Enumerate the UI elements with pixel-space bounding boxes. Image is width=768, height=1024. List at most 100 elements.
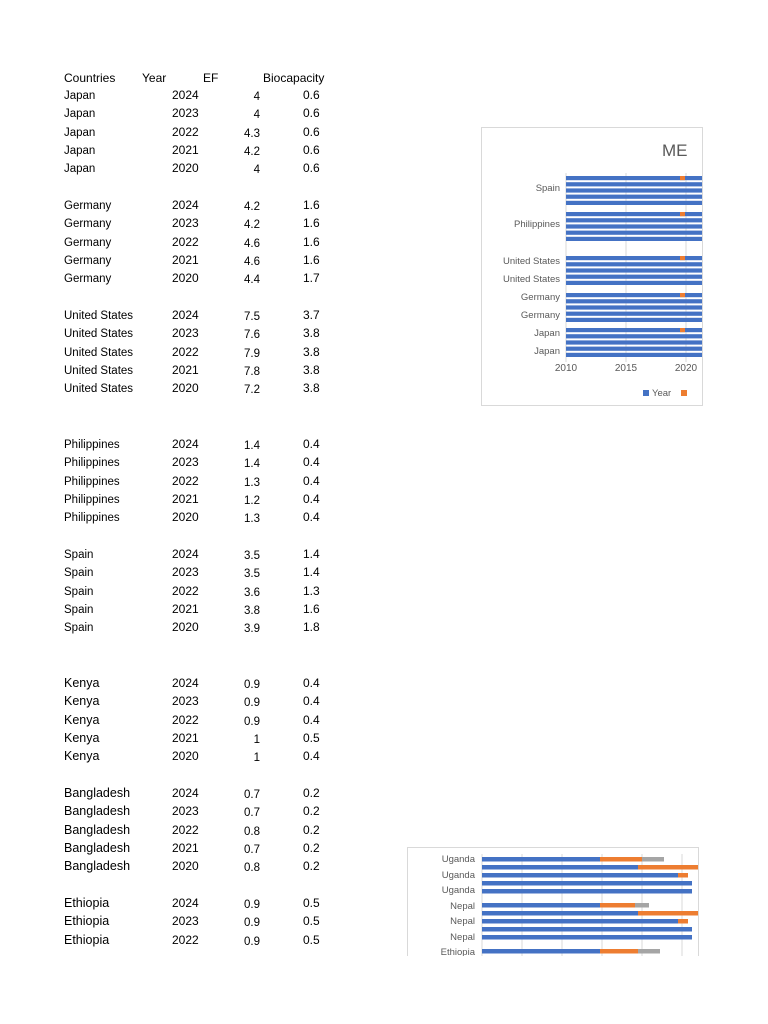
- bar-segment: [678, 919, 688, 924]
- country-cell: Bangladesh: [64, 840, 131, 855]
- biocapacity-cell: 1.6: [303, 216, 320, 231]
- bar-segment: [680, 328, 685, 333]
- bar-year: [566, 218, 702, 223]
- country-cell: United States: [64, 310, 134, 322]
- bar-segment: [600, 949, 638, 954]
- bar-segment: [638, 911, 698, 916]
- biocapacity-cell: 0.5: [303, 896, 320, 910]
- bar-segment: [638, 865, 698, 870]
- biocapacity-cell: 0.2: [303, 859, 320, 874]
- biocapacity-cell: 0.4: [303, 712, 320, 727]
- bar-segment: [635, 903, 649, 908]
- bar-year: [566, 182, 702, 187]
- bar-year: [566, 311, 702, 316]
- bar-year: [566, 224, 702, 229]
- bar-segment: [482, 949, 602, 954]
- year-cell: 2023: [172, 914, 199, 929]
- ef-cell: 4.4: [244, 274, 260, 287]
- country-cell: Germany: [64, 218, 112, 231]
- biocapacity-cell: 3.8: [303, 344, 320, 359]
- bar-segment: [482, 865, 642, 870]
- bar-segment: [680, 176, 685, 181]
- bar-year: [566, 340, 702, 345]
- year-cell: 2021: [172, 840, 199, 855]
- x-tick-label: 2015: [615, 363, 638, 374]
- chart-bottom-svg: Uganda Uganda Uganda Nepal Nepal Nepal Ethiopi…: [441, 854, 698, 956]
- chart-top[interactable]: 2010 2015 2020 ME Spain Philippines United Sta…: [481, 127, 703, 406]
- country-cell: Japan: [64, 126, 96, 139]
- country-cell: United States: [64, 364, 134, 377]
- bar-segment: [600, 903, 635, 908]
- chart-title: ME: [662, 141, 688, 160]
- country-cell: Kenya: [64, 694, 100, 709]
- year-cell: 2020: [172, 271, 199, 286]
- category-label: United States: [503, 256, 560, 267]
- country-cell: Spain: [64, 549, 94, 561]
- bar-year: [566, 200, 702, 205]
- year-cell: 2021: [172, 252, 199, 267]
- biocapacity-cell: 1.7: [303, 271, 320, 286]
- legend-swatch-year: [643, 390, 649, 396]
- chart-bottom[interactable]: Uganda Uganda Uganda Nepal Nepal Nepal Ethiopi…: [407, 847, 699, 956]
- country-cell: Kenya: [64, 730, 100, 745]
- country-cell: Ethiopia: [64, 932, 110, 947]
- year-cell: 2021: [172, 362, 199, 377]
- ef-cell: 1: [253, 752, 260, 765]
- bar-year: [566, 256, 702, 261]
- year-cell: 2023: [172, 804, 199, 819]
- biocapacity-cell: 3.8: [303, 362, 320, 377]
- header-year: Year: [142, 71, 167, 85]
- country-cell: Ethiopia: [64, 914, 110, 929]
- bar-year: [566, 176, 702, 181]
- bar-year: [566, 317, 702, 322]
- biocapacity-cell: 3.8: [303, 381, 320, 396]
- bar-year: [566, 299, 702, 304]
- country-cell: Spain: [64, 585, 94, 598]
- country-cell: Bangladesh: [64, 786, 131, 800]
- category-label: Nepal: [450, 901, 475, 912]
- country-cell: Bangladesh: [64, 822, 131, 837]
- ef-cell: 3.8: [244, 604, 260, 617]
- bar-year: [566, 293, 702, 298]
- year-cell: 2020: [172, 161, 199, 176]
- year-cell: 2022: [172, 344, 199, 359]
- country-cell: Philippines: [64, 512, 120, 525]
- country-cell: Germany: [64, 254, 112, 267]
- year-cell: 2023: [172, 106, 199, 121]
- biocapacity-cell: 0.4: [303, 694, 320, 709]
- ef-cell: 7.6: [244, 329, 260, 342]
- biocapacity-cell: 1.6: [303, 198, 320, 212]
- biocapacity-cell: 0.4: [303, 491, 320, 506]
- ef-cell: 3.6: [244, 586, 260, 599]
- category-label: Philippines: [514, 219, 560, 230]
- bar-segment: [600, 857, 642, 862]
- chart-top-svg: 2010 2015 2020 ME Spain Philippines United Sta…: [503, 141, 702, 399]
- header-countries: Countries: [64, 71, 116, 85]
- year-cell: 2024: [172, 786, 199, 800]
- bar-segment: [680, 293, 685, 298]
- year-cell: 2022: [172, 473, 199, 488]
- biocapacity-cell: 1.4: [303, 547, 320, 561]
- bar-segment: [482, 889, 692, 894]
- ef-cell: 1: [253, 733, 260, 746]
- year-cell: 2024: [172, 547, 199, 561]
- ef-cell: 1.3: [244, 513, 260, 526]
- year-cell: 2020: [172, 749, 199, 764]
- biocapacity-cell: 1.6: [303, 234, 320, 249]
- ef-cell: 1.4: [244, 440, 260, 452]
- country-cell: Spain: [64, 567, 94, 580]
- ef-cell: 4: [253, 164, 260, 177]
- x-tick-label: 2010: [555, 363, 578, 374]
- ef-cell: 4: [253, 109, 260, 122]
- bar-year: [566, 230, 702, 235]
- year-cell: 2021: [172, 601, 199, 616]
- biocapacity-cell: 0.6: [303, 142, 320, 157]
- ef-cell: 3.5: [244, 550, 260, 562]
- ef-cell: 0.8: [244, 825, 260, 838]
- year-cell: 2022: [172, 822, 199, 837]
- year-cell: 2023: [172, 216, 199, 231]
- biocapacity-cell: 0.2: [303, 804, 320, 819]
- biocapacity-cell: 0.6: [303, 124, 320, 139]
- biocapacity-cell: 0.6: [303, 161, 320, 176]
- biocapacity-cell: 0.5: [303, 932, 320, 947]
